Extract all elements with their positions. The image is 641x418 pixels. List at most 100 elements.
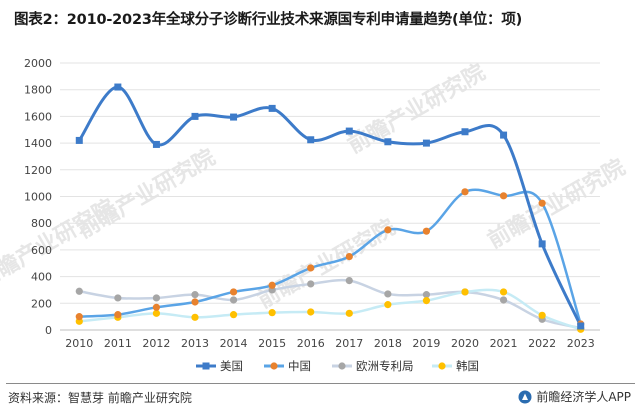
- data-point: [345, 252, 353, 261]
- x-tick-label: 2019: [412, 337, 440, 350]
- data-point: [307, 280, 315, 288]
- data-point: [422, 297, 431, 305]
- series-line-3: [78, 278, 582, 330]
- data-point: [268, 104, 276, 112]
- data-point: [384, 138, 392, 146]
- y-tick-label: 600: [31, 244, 52, 257]
- watermark-text: 前瞻产业研究院: [0, 194, 120, 294]
- legend-label: 韩国: [456, 359, 479, 373]
- data-point: [538, 199, 546, 207]
- chart-grid: [60, 62, 600, 331]
- series-points: [75, 83, 585, 333]
- data-point: [499, 296, 508, 304]
- data-point: [191, 112, 199, 120]
- data-point: [152, 303, 161, 311]
- data-point: [345, 127, 353, 135]
- legend-item: 美国: [196, 359, 243, 373]
- data-point: [191, 298, 199, 306]
- data-point: [152, 140, 160, 148]
- data-point: [75, 136, 83, 144]
- y-tick-label: 0: [45, 324, 52, 337]
- data-point: [461, 288, 469, 296]
- y-tick-label: 2000: [24, 57, 52, 70]
- legend-item: 韩国: [432, 359, 479, 373]
- data-point: [75, 287, 83, 295]
- legend-swatch-marker: [438, 362, 446, 370]
- data-point: [345, 277, 353, 285]
- data-point: [229, 296, 238, 304]
- data-point: [538, 311, 546, 319]
- x-tick-label: 2017: [335, 337, 363, 350]
- data-point: [500, 131, 508, 139]
- y-axis-tick-labels: 0 200 400 600 800 1000 1200 1400 1600 1800 2000: [24, 57, 52, 337]
- chart-legend: 美国 中国 欧洲专利局 韩国: [196, 359, 479, 373]
- x-tick-label: 2012: [142, 337, 170, 350]
- data-point: [191, 291, 199, 299]
- data-point: [461, 188, 469, 196]
- data-point: [307, 308, 315, 316]
- data-point: [114, 294, 122, 302]
- x-tick-label: 2013: [181, 337, 209, 350]
- data-point: [499, 192, 508, 200]
- y-tick-label: 200: [31, 297, 52, 310]
- y-tick-label: 1800: [24, 84, 52, 97]
- data-point: [230, 113, 238, 121]
- y-tick-label: 1200: [24, 164, 52, 177]
- brand-label: 前瞻经济学人APP: [536, 390, 631, 404]
- x-tick-label: 2011: [104, 337, 132, 350]
- legend-label: 欧洲专利局: [356, 359, 414, 373]
- y-tick-label: 400: [31, 271, 52, 284]
- x-tick-label: 2021: [490, 337, 518, 350]
- x-tick-label: 2020: [451, 337, 479, 350]
- data-point: [384, 301, 392, 309]
- x-tick-label: 2023: [567, 337, 595, 350]
- data-point: [152, 294, 161, 302]
- x-tick-label: 2010: [65, 337, 93, 350]
- brand-credit: 前瞻经济学人APP: [518, 388, 631, 405]
- data-point: [422, 227, 431, 235]
- data-point: [152, 309, 161, 317]
- data-point: [384, 226, 392, 234]
- x-tick-label: 2022: [528, 337, 556, 350]
- x-tick-label: 2015: [258, 337, 286, 350]
- x-tick-label: 2016: [297, 337, 325, 350]
- data-point: [114, 311, 122, 319]
- legend-label: 美国: [220, 359, 243, 373]
- data-point: [191, 313, 199, 321]
- data-point: [577, 322, 585, 330]
- y-tick-label: 1600: [24, 110, 52, 123]
- legend-label: 中国: [288, 359, 311, 373]
- data-point: [422, 139, 430, 147]
- legend-item: 欧洲专利局: [332, 359, 414, 373]
- data-point: [538, 240, 546, 248]
- x-axis-tick-labels: 2010 2011 2012 2013 2014 2015 2016 2017 2018 2019…: [65, 337, 594, 350]
- data-point: [268, 281, 276, 289]
- y-tick-label: 800: [31, 217, 52, 230]
- data-point: [461, 128, 469, 136]
- data-point: [345, 309, 353, 317]
- legend-swatch-marker: [338, 362, 346, 370]
- x-tick-label: 2018: [374, 337, 402, 350]
- data-point: [384, 290, 392, 298]
- footer-divider: [6, 383, 635, 384]
- data-point: [229, 288, 238, 296]
- brand-logo-icon: [518, 390, 532, 403]
- legend-item: 中国: [264, 359, 311, 373]
- y-tick-label: 1400: [24, 137, 52, 150]
- chart-title: 图表2：2010-2023年全球分子诊断行业技术来源国专利申请量趋势(单位：项): [14, 12, 523, 28]
- x-tick-label: 2014: [220, 337, 248, 350]
- data-point: [268, 309, 276, 317]
- data-point: [499, 288, 508, 296]
- source-note: 资料来源：智慧芽 前瞻产业研究院: [8, 391, 192, 405]
- y-tick-label: 1000: [24, 191, 52, 204]
- data-point: [229, 311, 238, 319]
- legend-swatch-marker: [270, 362, 278, 370]
- data-point: [75, 313, 83, 321]
- data-point: [114, 83, 122, 91]
- data-point: [307, 136, 315, 144]
- data-point: [307, 264, 315, 272]
- data-point: [422, 291, 431, 299]
- legend-swatch-marker: [202, 362, 210, 370]
